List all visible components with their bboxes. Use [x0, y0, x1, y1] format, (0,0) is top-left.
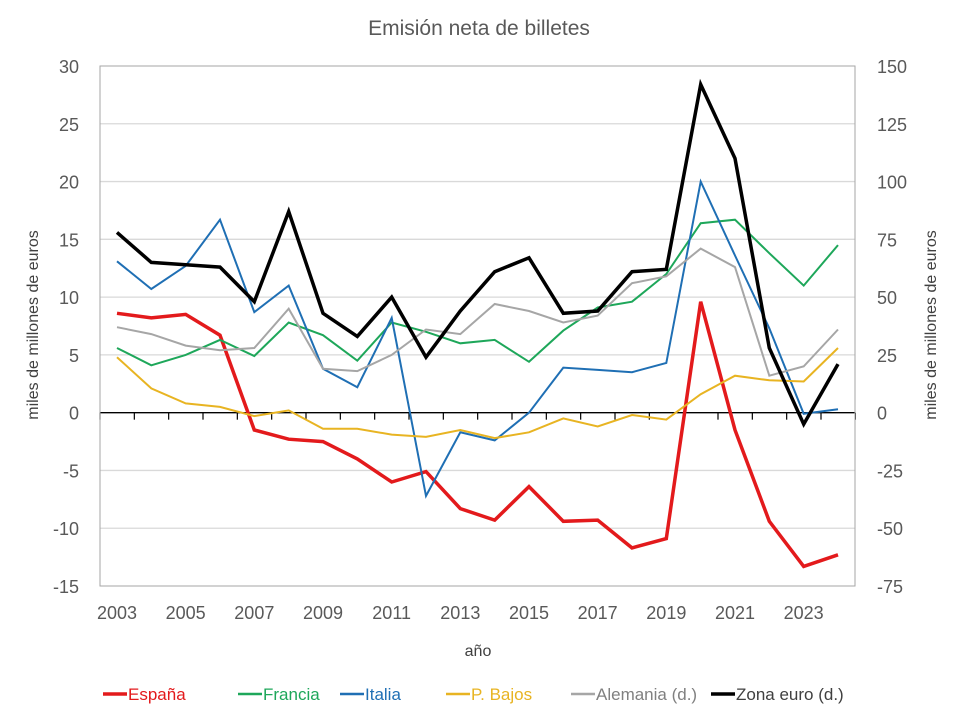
- legend-label: P. Bajos: [471, 685, 532, 704]
- y-tick-label-left: -10: [53, 519, 79, 539]
- y-tick-label-left: 20: [59, 173, 79, 193]
- x-tick-label: 2023: [784, 603, 824, 623]
- y-tick-label-right: 25: [877, 346, 897, 366]
- legend-label: Francia: [263, 685, 320, 704]
- legend-item: Zona euro (d.): [711, 685, 844, 704]
- x-tick-label: 2005: [166, 603, 206, 623]
- y-tick-label-right: -50: [877, 519, 903, 539]
- series-line-francia: [116, 218, 839, 367]
- legend-label: Italia: [365, 685, 401, 704]
- gridlines: [100, 123, 855, 529]
- y-tick-label-left: 30: [59, 57, 79, 77]
- chart-title: Emisión neta de billetes: [368, 17, 590, 40]
- x-tick-label: 2021: [715, 603, 755, 623]
- legend-label: Alemania (d.): [596, 685, 697, 704]
- y-axis-left-label: miles de millones de euros: [25, 230, 42, 419]
- y-tick-label-left: -15: [53, 577, 79, 597]
- y-tick-label-right: 75: [877, 230, 897, 250]
- legend-item: Alemania (d.): [571, 685, 697, 704]
- series-line-españa: [116, 301, 839, 569]
- legend-item: Italia: [340, 685, 401, 704]
- y-tick-label-left: 5: [69, 346, 79, 366]
- x-tick-label: 2009: [303, 603, 343, 623]
- y-tick-label-right: 50: [877, 288, 897, 308]
- x-tick-label: 2003: [97, 603, 137, 623]
- legend-label: Zona euro (d.): [736, 685, 844, 704]
- x-tick-label: 2013: [440, 603, 480, 623]
- series-line-alemania-d: [116, 247, 839, 377]
- series-line-zona-euro-d: [115, 78, 840, 429]
- x-axis: [99, 412, 856, 420]
- plot-area-border: [99, 65, 856, 587]
- series-line-p-bajos: [116, 347, 839, 440]
- y-axis-left-ticks: 30 25 20 15 10 5 0 -5 -10 -15: [53, 57, 79, 597]
- x-tick-label: 2019: [646, 603, 686, 623]
- y-tick-label-left: 0: [69, 404, 79, 424]
- y-tick-label-right: -75: [877, 577, 903, 597]
- x-tick-label: 2011: [372, 603, 411, 623]
- x-tick-label: 2017: [578, 603, 618, 623]
- y-tick-label-left: -5: [63, 461, 79, 481]
- y-axis-right-label: miles de millones de euros: [923, 230, 940, 419]
- y-tick-label-right: 0: [877, 404, 887, 424]
- x-axis-tick-labels: 2003 2005 2007 2009 2011 2013 2015 2017 2019 2021…: [97, 603, 824, 623]
- series-lines: [115, 78, 840, 569]
- y-axis-right-ticks: 150 125 100 75 50 25 0 -25 -50 -75: [877, 57, 907, 597]
- y-tick-label-right: 100: [877, 173, 907, 193]
- series-line-italia: [116, 178, 839, 499]
- legend: España Francia Italia P. Bajos Alemania (d.)…: [103, 685, 844, 704]
- x-axis-label: año: [465, 643, 492, 660]
- legend-item: España: [103, 685, 186, 704]
- y-tick-label-left: 15: [59, 230, 79, 250]
- y-tick-label-right: -25: [877, 461, 903, 481]
- y-tick-label-right: 125: [877, 115, 907, 135]
- x-tick-label: 2015: [509, 603, 549, 623]
- y-tick-label-left: 25: [59, 115, 79, 135]
- y-tick-label-left: 10: [59, 288, 79, 308]
- legend-item: P. Bajos: [446, 685, 532, 704]
- legend-item: Francia: [238, 685, 320, 704]
- legend-label: España: [128, 685, 186, 704]
- y-tick-label-right: 150: [877, 57, 907, 77]
- x-tick-label: 2007: [234, 603, 274, 623]
